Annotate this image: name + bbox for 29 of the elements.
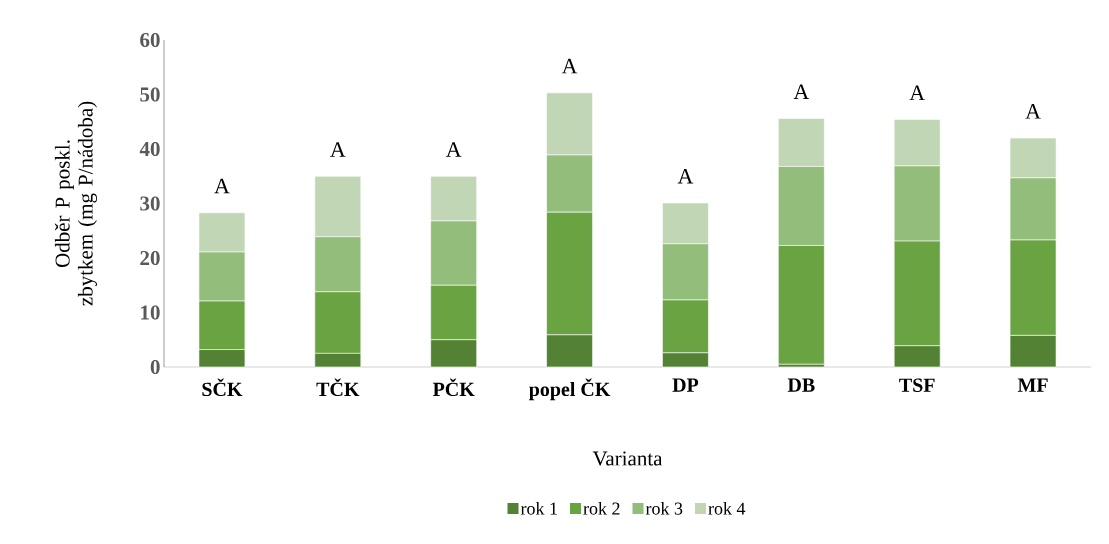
annotation: A <box>677 168 694 184</box>
annotation: A <box>330 142 346 157</box>
y-tick-label: 20 <box>140 250 160 266</box>
annotation: A <box>445 142 462 157</box>
y-axis-title: Odběr P poskl. zbytkem (mg P/nádoba) <box>54 101 98 306</box>
legend-label: rok 3 <box>645 501 683 515</box>
annotation: A <box>561 58 578 74</box>
y-tick-label: 0 <box>150 359 160 375</box>
y-tick-label: 10 <box>141 305 160 320</box>
y-tick-label: 60 <box>140 32 160 48</box>
x-tick-label: MF <box>1017 378 1048 392</box>
x-tick-label: DP <box>672 378 699 392</box>
y-tick-label: 50 <box>140 87 160 102</box>
annotation: A <box>793 84 810 99</box>
legend-label: rok 1 <box>520 501 557 515</box>
y-tick-label: 40 <box>139 141 160 157</box>
x-tick-label: PČK <box>432 378 475 397</box>
y-tick-label: 30 <box>140 196 160 211</box>
annotation: A <box>214 178 230 194</box>
x-axis-title: Varianta <box>592 451 663 466</box>
legend-label: rok 2 <box>583 501 620 515</box>
x-tick-label: popel ČK <box>528 378 611 401</box>
x-tick-label: DB <box>787 378 815 392</box>
annotation: A <box>909 85 925 101</box>
legend-label: rok 4 <box>708 501 746 515</box>
x-tick-label: TČK <box>316 378 360 397</box>
annotation: A <box>1025 104 1041 119</box>
x-tick-label: SČK <box>202 378 243 397</box>
x-tick-label: TSF <box>899 378 935 392</box>
